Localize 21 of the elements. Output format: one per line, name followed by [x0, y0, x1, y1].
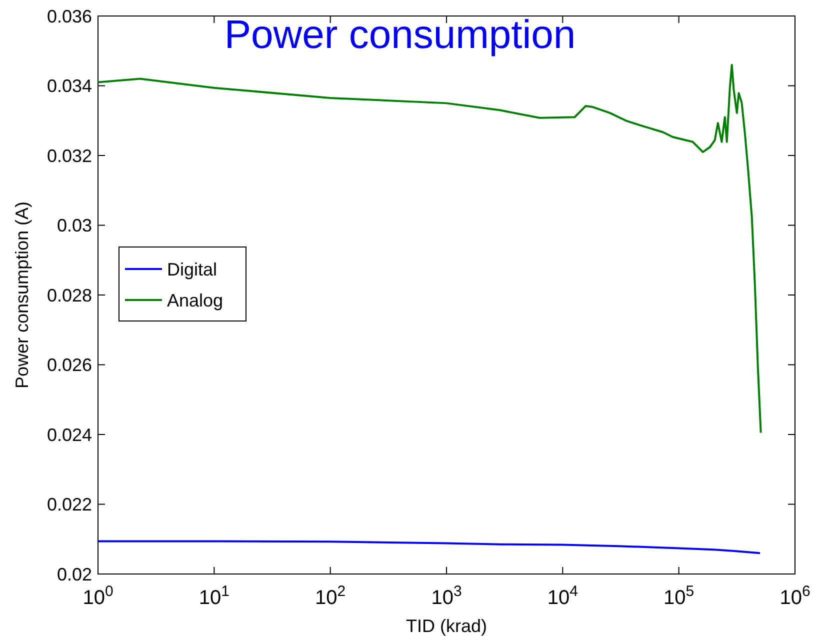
y-tick-label: 0.026 [46, 355, 92, 376]
y-tick-label: 0.022 [46, 494, 92, 515]
y-tick-label: 0.036 [46, 6, 92, 26]
x-tick-label: 10$^{3}$ [431, 582, 462, 609]
x-axis-title: TID (krad) [406, 616, 487, 636]
y-tick-label: 0.028 [46, 285, 92, 306]
legend-label: Digital [167, 259, 218, 280]
x-tick-label: 10$^{2}$ [315, 582, 346, 609]
y-tick-label: 0.032 [46, 146, 92, 166]
x-tick-label: 10$^{4}$ [547, 582, 578, 609]
y-axis-title: Power consumption (A) [12, 201, 32, 389]
y-tick-label: 0.024 [46, 424, 92, 445]
y-tick-label: 0.03 [56, 216, 92, 236]
chart-title: Power consumption [224, 13, 576, 57]
x-tick-label: 10$^{5}$ [664, 582, 694, 609]
x-tick-label: 10$^{0}$ [82, 582, 114, 609]
legend-label: Analog [167, 290, 224, 310]
x-tick-label: 10$^{1}$ [198, 582, 230, 609]
y-tick-label: 0.034 [46, 76, 92, 96]
x-tick-label: 10$^{6}$ [780, 582, 810, 609]
y-tick-label: 0.02 [56, 564, 92, 584]
